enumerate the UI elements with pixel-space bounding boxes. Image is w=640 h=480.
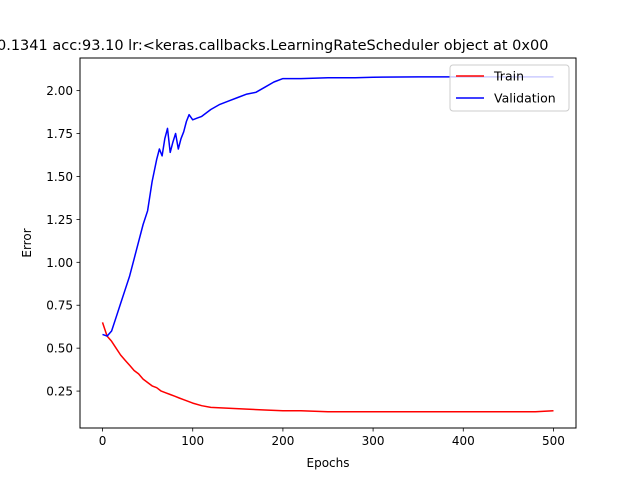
x-tick-label: 100: [181, 434, 204, 448]
legend-items: Train Validation: [456, 69, 556, 106]
x-tick-label: 400: [452, 434, 475, 448]
axes-frame: [79, 57, 577, 429]
series-line-train: [101, 322, 554, 413]
series-layer: [101, 76, 554, 413]
x-tick-label: 300: [362, 434, 385, 448]
y-axis-label: Error: [20, 228, 34, 257]
legend: Train Validation: [449, 64, 570, 112]
y-axis-ticks: 0.25 0.50 0.75 1.00 1.25 1.50 1.75 2.00: [46, 84, 80, 399]
y-tick-label: 0.75: [46, 299, 73, 313]
y-tick-label: 1.50: [46, 170, 73, 184]
chart-title: 0.1341 acc:93.10 lr:<keras.callbacks.Lea…: [0, 38, 548, 54]
legend-label-validation: Validation: [494, 91, 556, 106]
y-tick-label: 2.00: [46, 84, 73, 98]
y-tick-label: 1.75: [46, 127, 73, 141]
x-axis-label: Epochs: [307, 456, 350, 470]
axes-background: [80, 58, 576, 428]
x-tick-label: 0: [99, 434, 107, 448]
x-tick-label: 200: [271, 434, 294, 448]
plot-area: [79, 57, 577, 429]
y-tick-label: 1.00: [46, 256, 73, 270]
x-tick-label: 500: [542, 434, 565, 448]
y-tick-label: 0.25: [46, 385, 73, 399]
legend-label-train: Train: [493, 69, 524, 84]
series-line-validation: [102, 76, 554, 337]
y-tick-label: 0.50: [46, 342, 73, 356]
x-axis-ticks: 0 100 200 300 400 500: [99, 428, 565, 448]
y-tick-label: 1.25: [46, 213, 73, 227]
